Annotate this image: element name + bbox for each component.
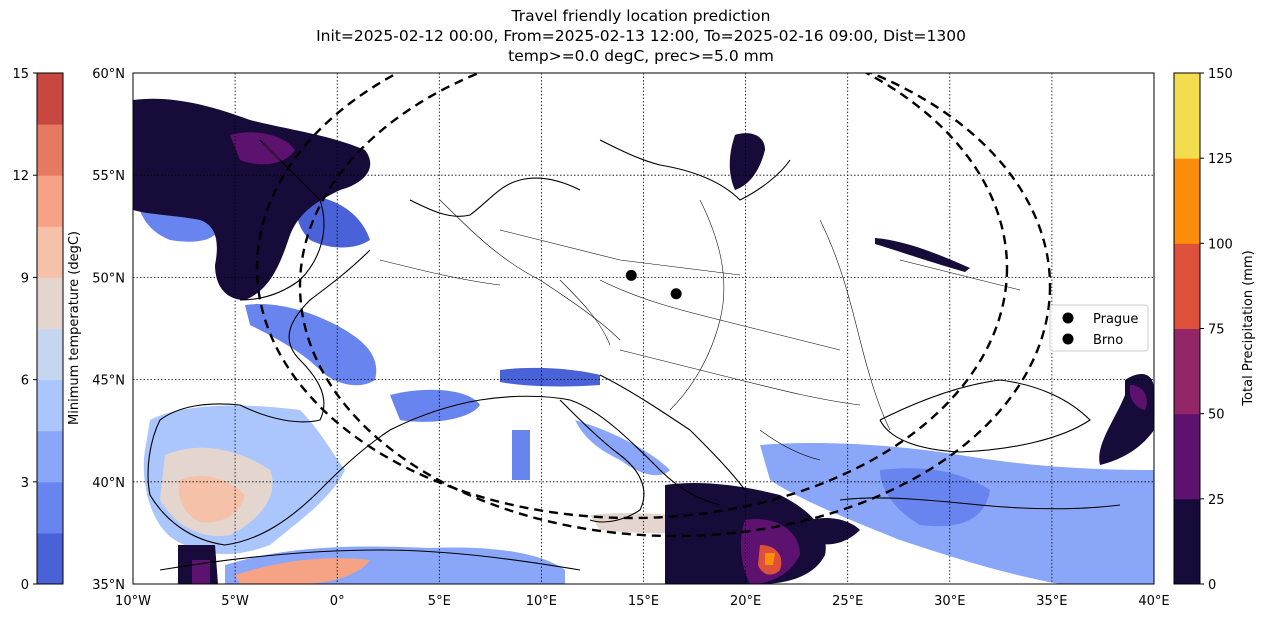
colorbar-tick-label: 75 [1208, 323, 1225, 338]
location-markers [625, 269, 682, 300]
colorbar-tick-label: 100 [1208, 237, 1233, 252]
precipitation-north-atlantic [133, 98, 371, 301]
colorbar-tick-label: 9 [21, 271, 29, 286]
chart-subtitle-1: Init=2025-02-12 00:00, From=2025-02-13 1… [316, 27, 966, 45]
colorbar-segment [1174, 73, 1200, 159]
distance-circle-brno [298, 73, 1052, 538]
colorbar-segment [1174, 328, 1200, 415]
temperature-field [135, 179, 1154, 584]
coastlines [147, 139, 1121, 571]
temperature-alps [500, 367, 600, 387]
colorbar-segment [37, 175, 63, 227]
colorbar-tick-label: 125 [1208, 152, 1233, 167]
precipitation-field [133, 98, 1154, 584]
lat-tick-label: 45°N [92, 374, 125, 389]
colorbar-segment [37, 379, 63, 432]
lon-tick-label: 15°E [628, 594, 659, 609]
temperature-liguria [390, 389, 480, 422]
colorbar-tick-label: 12 [12, 169, 29, 184]
precipitation-baltic [729, 133, 765, 190]
colorbar-frame [36, 72, 64, 585]
precipitation-levant-core [1129, 385, 1147, 410]
colorbar-segment [37, 532, 63, 585]
colorbar-segment [1174, 158, 1200, 244]
lon-tick-label: 10°E [526, 594, 557, 609]
lat-tick-labels: 35°N 40°N 45°N 50°N 55°N 60°N [92, 67, 125, 593]
coastline-europe-west [147, 249, 721, 546]
colorbar-tick-label: 25 [1208, 493, 1225, 508]
colorbar-segment [37, 430, 63, 483]
lon-tick-label: 5°E [428, 594, 451, 609]
temperature-britain-east [297, 195, 370, 248]
distance-circle-prague [255, 73, 1009, 520]
colorbar-segment [37, 328, 63, 381]
chart-title: Travel friendly location prediction [511, 7, 771, 25]
lon-tick-label: 40°E [1138, 594, 1169, 609]
colorbar-tick-label: 0 [21, 578, 29, 593]
precipitation-colorbar-label: Total Precipitation (mm) [1241, 250, 1256, 406]
lon-tick-label: 25°E [832, 594, 863, 609]
temperature-africa-warm [235, 558, 370, 584]
colorbar-tick-label: 6 [21, 374, 29, 389]
lat-tick-label: 50°N [92, 271, 125, 286]
colorbar-tick-label: 150 [1208, 67, 1233, 82]
legend-marker-prague [1062, 312, 1074, 324]
colorbar-tick-label: 50 [1208, 408, 1225, 423]
coastline-baltic [599, 139, 791, 201]
location-marker-prague [625, 269, 637, 281]
colorbar-segment [1174, 498, 1200, 585]
lat-tick-label: 35°N [92, 578, 125, 593]
coastline-adriatic [599, 374, 746, 491]
distance-circles [255, 73, 1052, 538]
legend-frame [1049, 304, 1149, 352]
colorbar-tick-label: 15 [12, 67, 29, 82]
colorbar-segment [37, 73, 63, 125]
map-frame [132, 72, 1155, 585]
coastline-turkey [839, 497, 1121, 510]
temperature-colorbar: 0 3 6 9 12 15 [12, 67, 64, 593]
colorbar-segment [1174, 413, 1200, 500]
precipitation-colorbar: 0 25 50 75 100 125 150 [1173, 67, 1233, 593]
colorbar-segment [37, 481, 63, 534]
lon-tick-label: 30°E [934, 594, 965, 609]
temperature-iberia-hot [178, 475, 245, 523]
colorbar-segment [37, 124, 63, 176]
legend: Prague Brno [1049, 304, 1149, 352]
precipitation-portugal-core [192, 560, 210, 584]
lat-tick-label: 40°N [92, 476, 125, 491]
colorbar-tick-label: 3 [21, 476, 29, 491]
temperature-colorbar-label: Minimum temperature (degC) [67, 231, 82, 425]
gridlines [133, 73, 1154, 584]
colorbar-tick-label: 0 [1208, 578, 1216, 593]
precipitation-north-atlantic-core [230, 132, 295, 165]
coastline-africa [159, 549, 581, 571]
coastline-north-sea [409, 177, 581, 217]
coastline-italy [559, 399, 645, 523]
coastline-black-sea [879, 379, 1091, 453]
colorbar-segment [37, 277, 63, 329]
lat-tick-label: 55°N [92, 169, 125, 184]
legend-marker-brno [1062, 333, 1074, 345]
chart-subtitle-2: temp>=0.0 degC, prec>=5.0 mm [508, 47, 774, 65]
lon-tick-label: 5°W [221, 594, 249, 609]
location-marker-brno [670, 288, 682, 300]
lon-tick-label: 10°W [115, 594, 151, 609]
precipitation-ionian-max [765, 553, 775, 565]
lon-tick-labels: 10°W 5°W 0° 5°E 10°E 15°E 20°E 25°E 30°E 35°E 40°E [115, 594, 1170, 609]
chart-title-block: Travel friendly location prediction Init… [0, 6, 1265, 66]
temperature-sardinia [512, 430, 530, 480]
lon-tick-label: 0° [330, 594, 345, 609]
lon-tick-label: 35°E [1036, 594, 1067, 609]
lat-tick-label: 60°N [92, 67, 125, 82]
legend-label-brno: Brno [1093, 333, 1123, 348]
lon-tick-label: 20°E [730, 594, 761, 609]
temperature-italy [575, 420, 670, 476]
precipitation-ukraine [875, 238, 970, 272]
colorbar-segment [1174, 243, 1200, 329]
legend-label-prague: Prague [1093, 312, 1138, 327]
colorbar-segment [37, 226, 63, 278]
